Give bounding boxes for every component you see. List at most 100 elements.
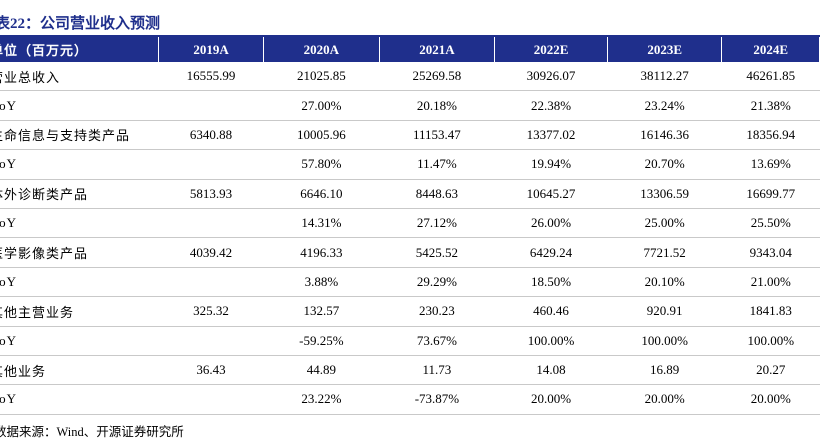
data-row: 医学影像类产品4039.424196.335425.526429.247721.…	[0, 237, 820, 268]
cell: 13377.02	[494, 120, 608, 151]
cell: 10005.96	[263, 120, 380, 151]
cell: 132.57	[263, 296, 380, 327]
cell: 19.94%	[494, 149, 608, 180]
cell: 325.32	[158, 296, 264, 327]
cell: 57.80%	[263, 149, 380, 180]
cell: 4196.33	[263, 237, 380, 268]
cell: 6646.10	[263, 179, 380, 209]
cell: 36.43	[158, 355, 264, 386]
cell: 18356.94	[721, 120, 820, 151]
data-row: YoY23.22%-73.87%20.00%20.00%20.00%	[0, 384, 820, 415]
data-row: YoY 3.88%29.29%18.50%20.10%21.00%	[0, 267, 820, 298]
header-cell: 2024E	[721, 36, 820, 62]
cell: 9343.04	[721, 237, 820, 268]
row-label: 生命信息与支持类产品	[0, 120, 159, 151]
cell	[158, 384, 264, 415]
cell: 100.00%	[721, 326, 820, 356]
cell: 11.73	[379, 355, 495, 386]
cell: 16146.36	[607, 120, 722, 151]
data-row: 其他主营业务325.32132.57230.23460.46920.911841…	[0, 296, 820, 327]
data-row: YoY 27.00%20.18%22.38%23.24%21.38%	[0, 90, 820, 121]
cell: 20.18%	[379, 90, 495, 121]
cell: 44.89	[263, 355, 380, 386]
row-label: YoY	[0, 267, 159, 298]
cell: 20.00%	[721, 384, 820, 415]
row-label: 体外诊断类产品	[0, 179, 159, 209]
row-label: YoY	[0, 326, 159, 356]
cell: 100.00%	[494, 326, 608, 356]
cell: 23.22%	[263, 384, 380, 415]
cell: 27.00%	[263, 90, 380, 121]
cell: 20.10%	[607, 267, 722, 298]
cell: 27.12%	[379, 208, 495, 239]
forecast-table: 单位（百万元）2019A2020A2021A2022E2023E2024E营业总…	[0, 35, 820, 415]
cell	[158, 90, 264, 121]
cell: 4039.42	[158, 237, 264, 268]
cell: 23.24%	[607, 90, 722, 121]
header-cell: 2021A	[379, 36, 496, 62]
cell: 25.00%	[607, 208, 722, 239]
row-label: 营业总收入	[0, 62, 159, 92]
header-cell: 2023E	[607, 36, 723, 62]
data-row: 体外诊断类产品5813.936646.108448.6310645.271330…	[0, 179, 820, 209]
cell: 920.91	[607, 296, 722, 327]
table-title: 表22：公司营业收入预测	[0, 16, 161, 32]
cell: 7721.52	[607, 237, 722, 268]
cell: 14.08	[494, 355, 608, 386]
cell: 5425.52	[379, 237, 495, 268]
cell: 73.67%	[379, 326, 495, 356]
cell: 20.00%	[494, 384, 608, 415]
cell: 20.00%	[607, 384, 722, 415]
cell: 100.00%	[607, 326, 722, 356]
row-label: 其他主营业务	[0, 296, 159, 327]
cell: 14.31%	[263, 208, 380, 239]
cell: 230.23	[379, 296, 495, 327]
cell: 16699.77	[721, 179, 820, 209]
cell: 20.70%	[607, 149, 722, 180]
cell: 11.47%	[379, 149, 495, 180]
cell: 6429.24	[494, 237, 608, 268]
cell: 21.00%	[721, 267, 820, 298]
data-row: YoY 57.80%11.47%19.94%20.70%13.69%	[0, 149, 820, 180]
header-cell: 单位（百万元）	[0, 36, 160, 62]
cell	[158, 208, 264, 239]
cell: 22.38%	[494, 90, 608, 121]
cell: 20.27	[721, 355, 820, 386]
cell: 25269.58	[379, 62, 495, 92]
data-row: 生命信息与支持类产品 6340.88 10005.96 11153.47 13377.0…	[0, 120, 820, 151]
row-label: 其他业务	[0, 355, 159, 386]
row-label: YoY	[0, 384, 159, 415]
header-cell: 2019A	[158, 36, 265, 62]
cell: 10645.27	[494, 179, 608, 209]
cell: 13.69%	[721, 149, 820, 180]
source-note: 数据来源：Wind、开源证券研究所	[0, 425, 184, 439]
row-label: YoY	[0, 149, 159, 180]
cell: 21025.85	[263, 62, 380, 92]
data-row: 营业总收入16555.9921025.8525269.5830926.07381…	[0, 62, 820, 92]
cell: 1841.83	[721, 296, 820, 327]
cell: 6340.88	[158, 120, 264, 151]
row-label: YoY	[0, 90, 159, 121]
cell: 38112.27	[607, 62, 722, 92]
row-label: YoY	[0, 208, 159, 239]
cell: 16.89	[607, 355, 722, 386]
cell: 26.00%	[494, 208, 608, 239]
cell: 30926.07	[494, 62, 608, 92]
data-row: YoY-59.25%73.67%100.00%100.00%100.00%	[0, 326, 820, 356]
data-row: YoY 14.31%27.12%26.00%25.00%25.50%	[0, 208, 820, 239]
row-label: 医学影像类产品	[0, 237, 159, 268]
cell	[158, 267, 264, 298]
cell: 25.50%	[721, 208, 820, 239]
cell: 13306.59	[607, 179, 722, 209]
cell: -59.25%	[263, 326, 380, 356]
cell: 16555.99	[158, 62, 264, 92]
cell: -73.87%	[379, 384, 495, 415]
cell	[158, 149, 264, 180]
cell: 46261.85	[721, 62, 820, 92]
cell: 460.46	[494, 296, 608, 327]
cell: 18.50%	[494, 267, 608, 298]
cell: 29.29%	[379, 267, 495, 298]
